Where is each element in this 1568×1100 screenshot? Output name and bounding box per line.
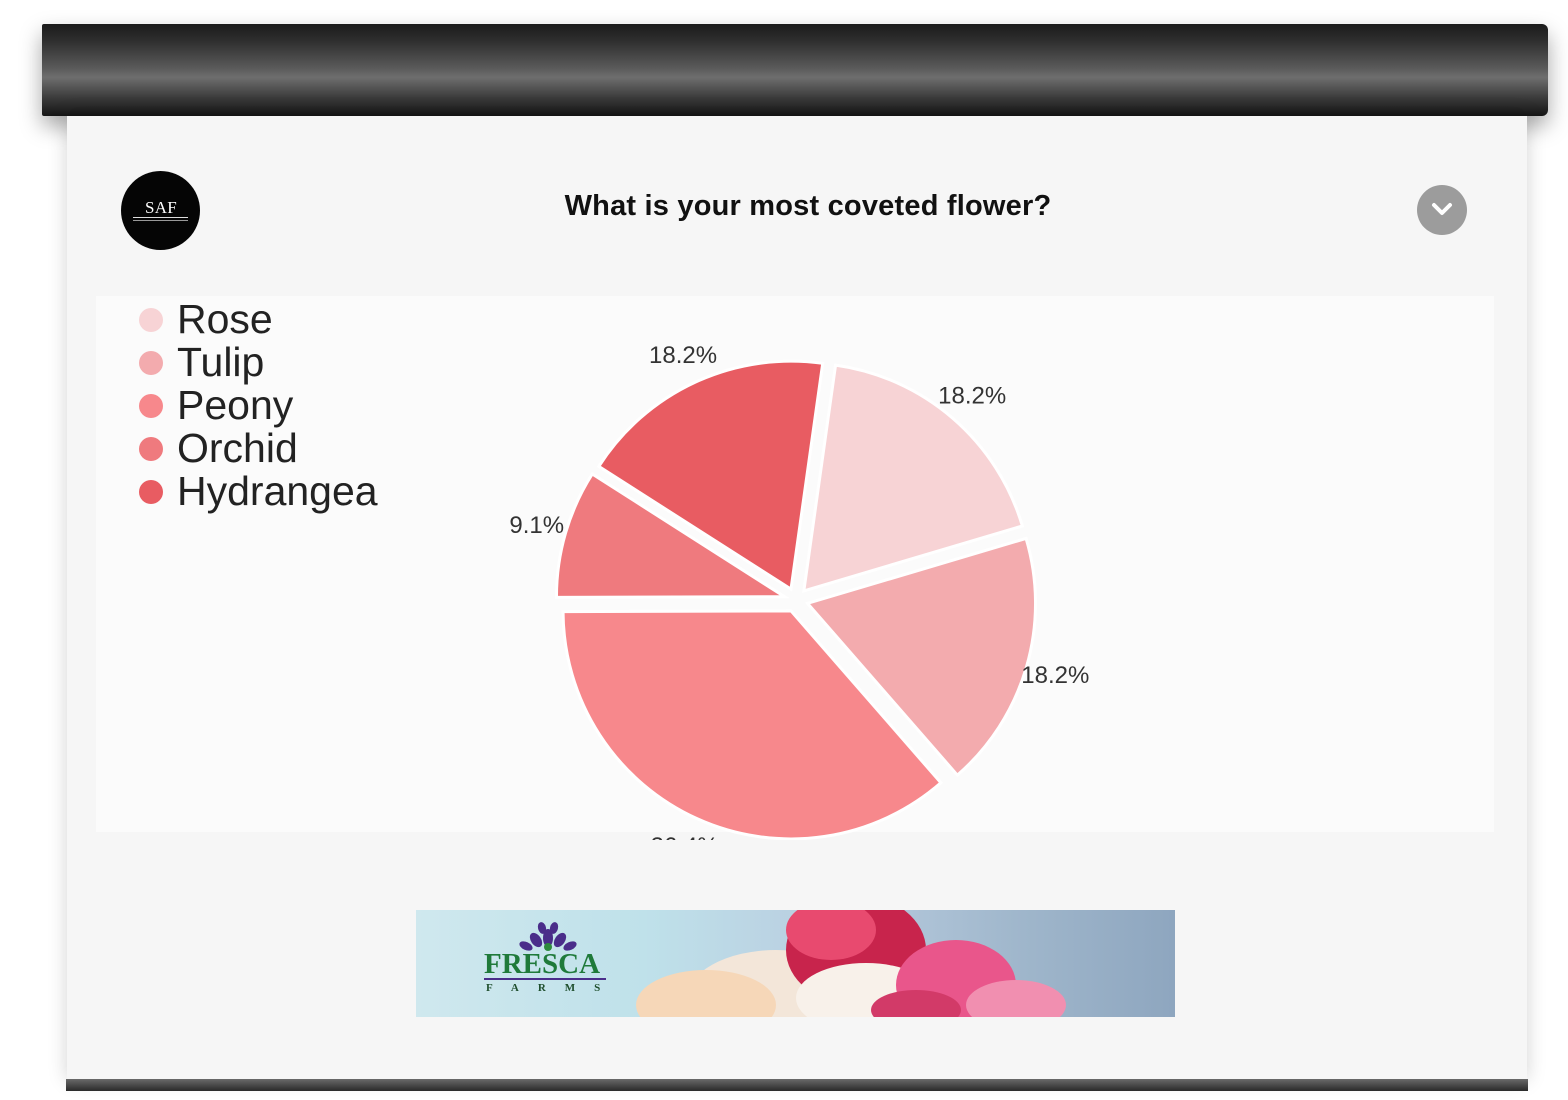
legend-label: Hydrangea [177, 468, 378, 514]
saf-logo-tagline-rule [133, 217, 188, 221]
legend-swatch [139, 351, 163, 375]
chevron-down-icon [1432, 203, 1452, 215]
pie-data-label: 18.2% [649, 342, 717, 369]
sponsor-brand-name: FRESCA [484, 948, 601, 980]
dropdown-toggle-button[interactable] [1417, 185, 1467, 235]
projector-screen-roller [42, 24, 1548, 116]
pie-slice-orchid [554, 471, 790, 599]
pie-slice-tulip [804, 536, 1037, 778]
legend-label: Peony [177, 382, 294, 428]
sponsor-banner[interactable]: FRESCA FARMS [416, 910, 1175, 1017]
flower-logo-icon [519, 922, 577, 951]
poll-question-title: What is your most coveted flower? [564, 190, 1052, 222]
flower-photo [636, 910, 1066, 1017]
pie-chart: 18.2% 18.2% 36.4% 9.1% 18.2% [509, 342, 1089, 840]
pie-slice-rose [802, 363, 1025, 594]
pie-slice-peony [561, 609, 944, 840]
legend-swatch [139, 480, 163, 504]
saf-logo: SAF [121, 171, 200, 250]
legend-label: Rose [177, 296, 273, 342]
legend-swatch [139, 394, 163, 418]
sponsor-brand-sub: FARMS [486, 982, 620, 994]
pie-data-label: 18.2% [1021, 662, 1089, 689]
legend-swatch [139, 308, 163, 332]
sponsor-brand-rule [484, 978, 606, 980]
pie-slice-hydrangea [596, 359, 825, 592]
pie-data-label: 18.2% [938, 382, 1006, 409]
legend-label: Orchid [177, 425, 298, 471]
saf-logo-text: SAF [144, 198, 178, 217]
screen-bottom-bar [66, 1079, 1528, 1091]
pie-data-label: 36.4% [651, 833, 719, 840]
legend-swatch [139, 437, 163, 461]
pie-data-label: 9.1% [509, 512, 564, 539]
legend-label: Tulip [177, 339, 265, 385]
